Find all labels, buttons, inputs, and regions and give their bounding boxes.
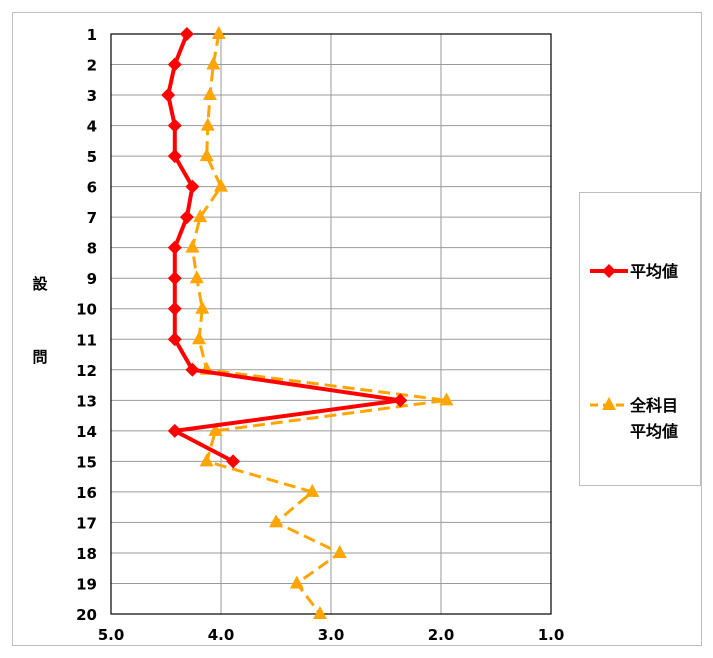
x-tick-label: 3.0 (318, 626, 345, 644)
series-line-all-subjects (190, 33, 448, 615)
legend-label-all-subjects-line1: 全科目 (629, 396, 678, 415)
point-diamond (167, 271, 182, 286)
y-tick-label: 14 (76, 423, 97, 441)
legend-marker-diamond (602, 264, 616, 278)
legend-label-average: 平均値 (630, 262, 678, 281)
point-triangle (208, 422, 223, 436)
y-tick-label: 5 (87, 148, 97, 166)
plot-area (110, 33, 552, 615)
point-triangle (289, 575, 304, 589)
x-tick-labels: 5.0 4.0 3.0 2.0 1.0 (98, 626, 565, 644)
point-diamond (167, 57, 182, 72)
point-triangle (332, 544, 347, 558)
point-triangle (439, 392, 454, 406)
y-tick-label: 4 (87, 118, 97, 136)
series-all-subjects-average (185, 26, 454, 619)
y-tick-label: 17 (76, 514, 97, 532)
legend-marker-triangle (602, 397, 616, 410)
point-triangle (192, 331, 206, 345)
point-triangle (206, 56, 221, 70)
x-tick-label: 4.0 (208, 626, 235, 644)
point-triangle (214, 178, 228, 192)
legend-entry-average: 平均値 (590, 262, 678, 281)
y-tick-label: 2 (87, 57, 97, 75)
legend-label-all-subjects-line2: 平均値 (630, 422, 678, 441)
point-triangle (193, 209, 208, 223)
chart-frame (12, 12, 702, 646)
point-diamond (167, 149, 182, 164)
series-average (161, 27, 408, 469)
point-diamond (167, 240, 182, 255)
point-diamond (185, 362, 200, 377)
point-triangle (211, 26, 226, 39)
point-triangle (199, 148, 214, 162)
y-tick-label: 3 (87, 87, 97, 105)
series-layer (161, 26, 454, 619)
y-tick-label: 9 (87, 270, 97, 288)
point-diamond (185, 179, 200, 194)
point-triangle (185, 239, 200, 253)
y-tick-label: 6 (87, 179, 97, 197)
x-tick-label: 1.0 (538, 626, 565, 644)
point-diamond (226, 454, 241, 469)
point-triangle (305, 483, 320, 497)
y-tick-label: 7 (87, 209, 97, 227)
y-axis-label-char-1: 設 (32, 275, 48, 293)
point-triangle (313, 606, 327, 619)
y-tick-label: 18 (76, 545, 97, 563)
point-diamond (179, 210, 194, 225)
y-tick-label: 16 (76, 484, 97, 502)
y-tick-label: 8 (87, 240, 97, 258)
y-tick-label: 19 (76, 575, 97, 593)
y-tick-label: 10 (76, 301, 97, 319)
y-tick-label: 12 (76, 362, 97, 380)
point-diamond (161, 88, 176, 103)
point-triangle (200, 117, 215, 131)
y-tick-label: 13 (76, 392, 97, 410)
x-tick-label: 5.0 (98, 626, 125, 644)
y-tick-label: 15 (76, 453, 97, 471)
point-diamond (167, 332, 182, 347)
point-diamond (167, 423, 182, 438)
point-triangle (269, 514, 283, 528)
y-tick-label: 1 (87, 26, 97, 44)
y-tick-label: 11 (76, 331, 97, 349)
point-diamond (393, 393, 408, 408)
point-triangle (195, 300, 210, 314)
point-triangle (189, 270, 204, 284)
x-tick-label: 2.0 (428, 626, 455, 644)
point-diamond (179, 27, 194, 41)
legend: 平均値 全科目 平均値 (579, 192, 701, 486)
y-axis-label-char-2: 問 (32, 348, 47, 366)
point-triangle (199, 453, 214, 467)
legend-entry-all-subjects: 全科目 平均値 (590, 396, 678, 441)
point-triangle (203, 87, 217, 101)
point-diamond (167, 118, 182, 133)
point-diamond (167, 301, 182, 316)
y-tick-label: 20 (76, 606, 97, 624)
